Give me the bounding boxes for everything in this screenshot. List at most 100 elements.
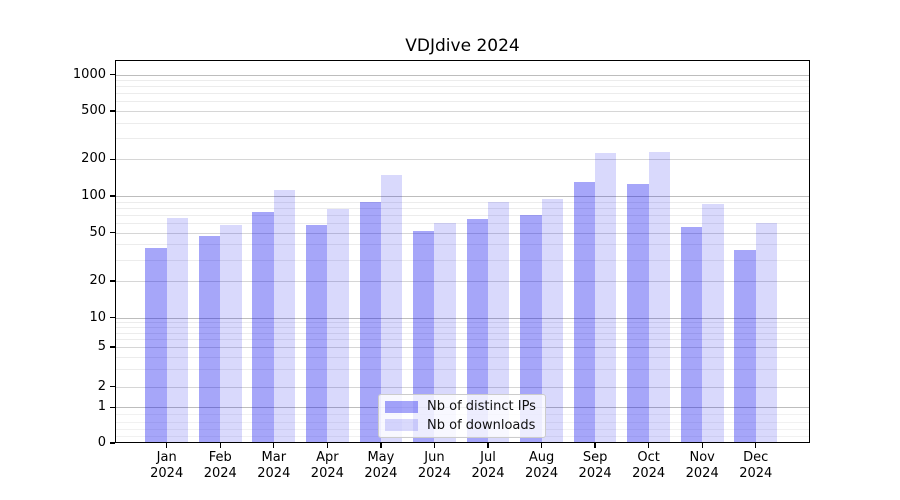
x-tick-may: [380, 443, 382, 448]
x-tick-label-oct: Oct 2024: [617, 450, 681, 482]
y-tick-1000: [110, 73, 115, 76]
x-tick-label-mar: Mar 2024: [242, 450, 306, 482]
x-tick-feb: [219, 443, 221, 448]
y-tick-5: [110, 346, 115, 348]
bar-distinct-ips-mar: [252, 211, 274, 443]
bar-distinct-ips-jun: [413, 230, 435, 443]
bar-distinct-ips-jul: [466, 218, 488, 443]
gridline-80: [115, 207, 810, 209]
y-tick-label-10: 10: [89, 309, 106, 325]
x-tick-dec: [755, 443, 757, 448]
x-tick-month: Dec: [743, 450, 769, 465]
bar-downloads-sep: [595, 152, 617, 443]
bar-distinct-ips-nov: [680, 226, 703, 443]
y-tick-10: [110, 316, 115, 319]
y-tick-label-0: 0: [97, 435, 106, 450]
x-tick-label-jan: Jan 2024: [135, 450, 199, 482]
gridline-600: [115, 101, 810, 103]
x-tick-month: Mar: [261, 450, 287, 465]
x-tick-month: Nov: [689, 450, 715, 465]
x-tick-month: Oct: [637, 450, 660, 465]
y-tick-label-2: 2: [97, 378, 106, 394]
x-tick-label-feb: Feb 2024: [188, 450, 252, 482]
legend-swatch-downloads: [385, 419, 418, 432]
x-tick-oct: [648, 443, 650, 448]
y-tick-label-500: 500: [81, 103, 106, 119]
bar-downloads-oct: [648, 152, 671, 443]
x-tick-month: May: [367, 450, 395, 465]
legend-item-downloads: Nb of downloads: [385, 416, 539, 434]
bar-distinct-ips-sep: [573, 181, 596, 443]
gridline-500: [115, 111, 810, 113]
plot-area: [115, 60, 810, 443]
legend-swatch-distinct-ips: [385, 400, 418, 413]
x-tick-label-may: May 2024: [349, 450, 413, 482]
bar-downloads-jul: [488, 202, 510, 443]
bar-distinct-ips-feb: [198, 235, 221, 443]
y-tick-0: [110, 442, 115, 444]
gridline-800: [115, 86, 810, 88]
x-tick-label-jul: Jul 2024: [456, 450, 520, 482]
x-tick-label-jun: Jun 2024: [402, 450, 466, 482]
y-tick-500: [110, 110, 115, 112]
y-tick-label-5: 5: [97, 339, 106, 354]
gridline-3: [115, 369, 810, 371]
gridline-50: [115, 232, 810, 234]
x-tick-month: Jan: [156, 450, 177, 465]
x-tick-jun: [433, 443, 436, 448]
bar-distinct-ips-apr: [305, 224, 328, 443]
y-tick-2: [110, 385, 115, 388]
x-tick-jul: [487, 443, 489, 448]
gridline-10: [115, 317, 810, 319]
gridline-300: [115, 138, 810, 140]
bar-downloads-jun: [434, 222, 456, 443]
x-tick-month: Jul: [480, 450, 496, 465]
bar-downloads-aug: [541, 198, 563, 443]
bar-downloads-apr: [327, 209, 349, 443]
gridline-900: [115, 80, 810, 82]
bar-downloads-dec: [755, 222, 778, 443]
y-tick-200: [110, 158, 115, 161]
gridline-40: [115, 244, 810, 246]
y-tick-100: [110, 195, 115, 197]
x-tick-label-nov: Nov 2024: [670, 450, 734, 482]
gridline-2: [115, 386, 810, 388]
bar-downloads-feb: [220, 224, 242, 443]
gridline-6: [115, 339, 810, 341]
bar-distinct-ips-oct: [627, 184, 649, 443]
gridline-5: [115, 347, 810, 348]
x-tick-month: Feb: [208, 450, 232, 465]
x-tick-nov: [701, 443, 703, 448]
bar-downloads-nov: [702, 203, 724, 443]
gridline-8: [115, 326, 810, 328]
x-tick-aug: [540, 443, 543, 448]
bar-downloads-mar: [273, 190, 296, 443]
x-tick-mar: [273, 443, 275, 448]
y-tick-label-1: 1: [97, 399, 106, 415]
legend-item-distinct-ips: Nb of distinct IPs: [385, 398, 539, 416]
x-tick-year: 2024: [578, 466, 612, 481]
y-tick-label-50: 50: [89, 224, 106, 240]
gridline-400: [115, 122, 810, 124]
x-tick-label-aug: Aug 2024: [510, 450, 574, 482]
y-tick-label-100: 100: [81, 188, 106, 203]
x-tick-year: 2024: [150, 466, 184, 481]
x-tick-label-sep: Sep 2024: [563, 450, 627, 482]
x-tick-year: 2024: [203, 466, 237, 481]
x-tick-year: 2024: [685, 466, 719, 481]
y-tick-20: [110, 280, 115, 282]
gridline-30: [115, 259, 810, 261]
y-tick-1: [110, 406, 115, 408]
x-tick-year: 2024: [632, 466, 666, 481]
gridline-700: [115, 93, 810, 95]
x-tick-label-dec: Dec 2024: [724, 450, 788, 482]
gridline-20: [115, 280, 810, 282]
x-tick-month: Sep: [582, 450, 608, 465]
y-tick-50: [110, 231, 115, 234]
x-tick-month: Aug: [528, 450, 555, 465]
chart-title: VDJdive 2024: [405, 36, 520, 56]
x-tick-year: 2024: [310, 466, 344, 481]
x-tick-month: Apr: [316, 450, 339, 465]
x-tick-year: 2024: [257, 466, 291, 481]
